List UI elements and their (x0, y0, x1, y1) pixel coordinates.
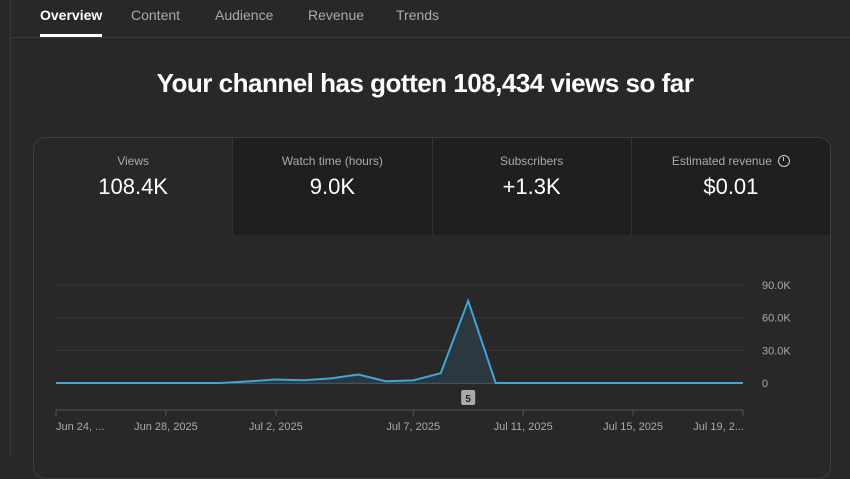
x-tick-label: Jun 24, ... (56, 421, 104, 433)
x-tick-label: Jul 7, 2025 (386, 421, 440, 433)
x-tick-label: Jul 2, 2025 (249, 421, 303, 433)
area-fill (56, 301, 743, 383)
y-tick-label: 90.0K (762, 280, 791, 292)
series-line-views (56, 301, 743, 383)
x-tick-label: Jul 19, 2... (693, 421, 744, 433)
x-tick-label: Jun 28, 2025 (134, 421, 198, 433)
x-tick-label: Jul 15, 2025 (603, 421, 663, 433)
y-tick-label: 30.0K (762, 345, 791, 357)
x-tick-label: Jul 11, 2025 (494, 421, 553, 433)
y-tick-label: 60.0K (762, 313, 791, 325)
y-tick-label: 0 (762, 378, 768, 390)
annotation-marker-label: 5 (465, 394, 471, 405)
views-chart: 90.0K 60.0K 30.0K 0 Jun 24, ... Jun 28, 2025 J… (0, 0, 850, 458)
